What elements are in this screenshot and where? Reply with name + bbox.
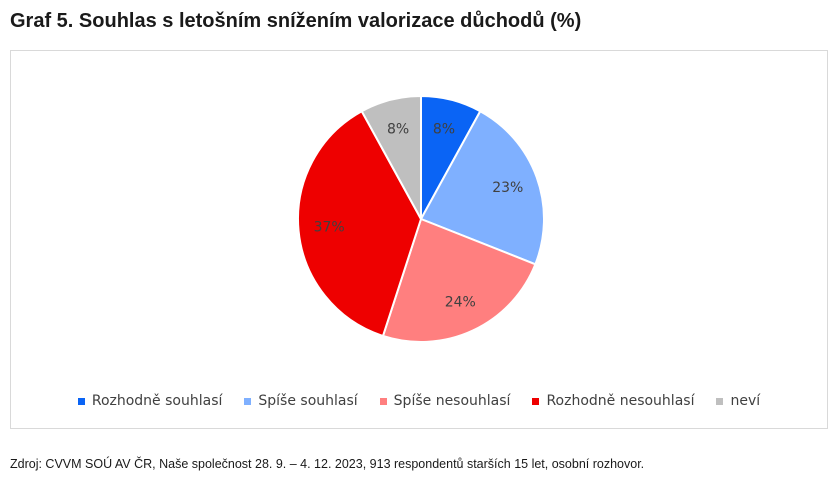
pie-slice-rozhodne-nesouhlasi bbox=[297, 109, 423, 338]
pie-chart: 8% 23% 24% 37% 8% bbox=[297, 94, 545, 343]
legend-swatch bbox=[244, 397, 252, 405]
pie-slice-spise-nesouhlasi bbox=[381, 217, 537, 343]
data-label-nevi: 8% bbox=[387, 122, 409, 138]
data-label-rozhodne-nesouhlasi: 37% bbox=[314, 220, 345, 236]
legend-item-rozhodne-nesouhlasi: Rozhodně nesouhlasí bbox=[532, 393, 694, 409]
legend-label: neví bbox=[730, 393, 761, 409]
chart-title: Graf 5. Souhlas s letošním snížením valo… bbox=[10, 10, 582, 32]
legend-swatch bbox=[532, 397, 540, 405]
pie-slice-spise-souhlasi bbox=[419, 109, 545, 266]
legend-label: Rozhodně nesouhlasí bbox=[546, 393, 695, 409]
legend-item-nevi: neví bbox=[716, 393, 760, 409]
data-label-spise-nesouhlasi: 24% bbox=[445, 294, 476, 310]
data-label-spise-souhlasi: 23% bbox=[492, 180, 523, 196]
pie-slice-nevi bbox=[360, 94, 422, 220]
legend-swatch bbox=[77, 397, 85, 405]
legend: Rozhodně souhlasí Spíše souhlasí Spíše nes… bbox=[11, 393, 827, 409]
legend-item-spise-souhlasi: Spíše souhlasí bbox=[244, 393, 358, 409]
legend-item-spise-nesouhlasi: Spíše nesouhlasí bbox=[379, 393, 511, 409]
legend-swatch bbox=[379, 397, 387, 405]
legend-swatch bbox=[716, 397, 724, 405]
chart-area: 8% 23% 24% 37% 8% Rozhodně souhlasí Spíše sou… bbox=[10, 50, 828, 429]
legend-label: Rozhodně souhlasí bbox=[91, 393, 223, 409]
data-label-rozhodne-souhlasi: 8% bbox=[433, 122, 455, 138]
legend-item-rozhodne-souhlasi: Rozhodně souhlasí bbox=[77, 393, 223, 409]
legend-label: Spíše souhlasí bbox=[258, 393, 358, 409]
legend-label: Spíše nesouhlasí bbox=[393, 393, 511, 409]
source-note: Zdroj: CVVM SOÚ AV ČR, Naše společnost 2… bbox=[10, 457, 645, 471]
